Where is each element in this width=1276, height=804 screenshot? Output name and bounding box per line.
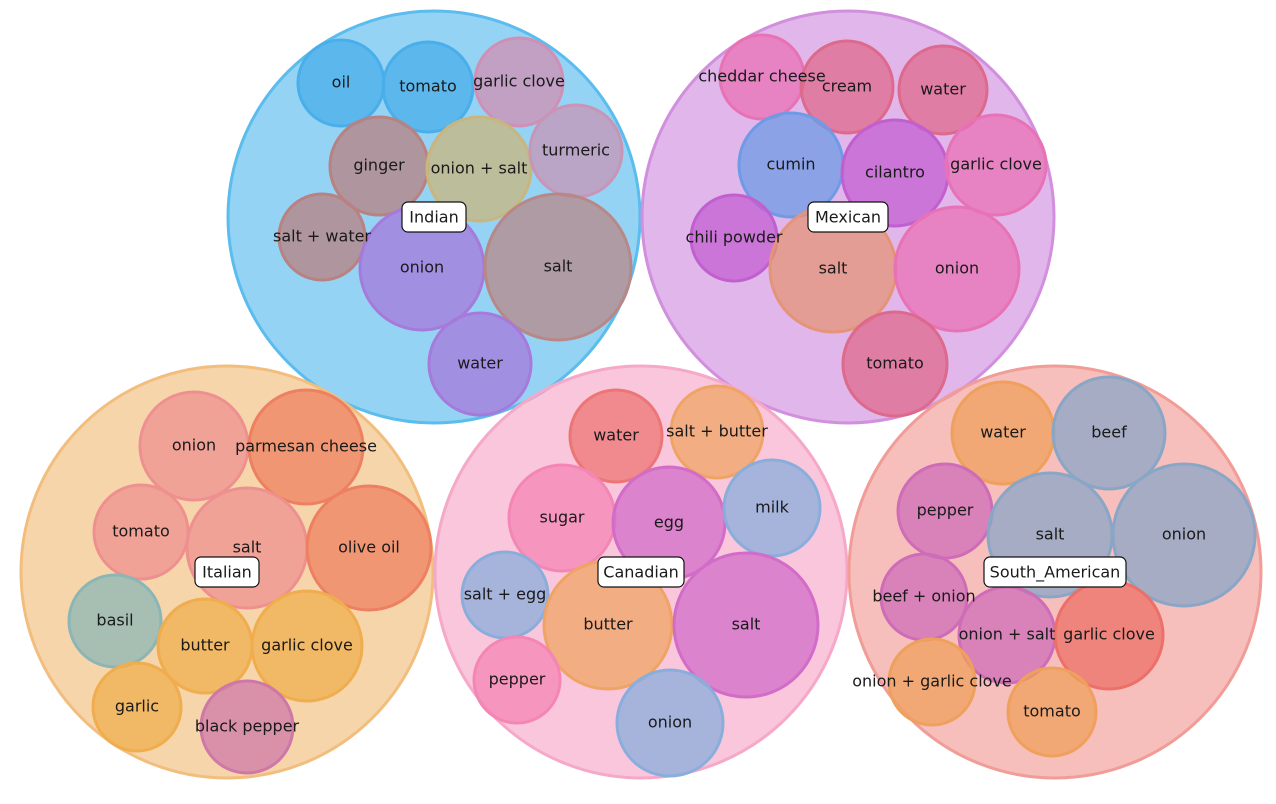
ingredient-label-indian-water: water — [457, 354, 503, 373]
bubble-indian-tomato — [381, 40, 475, 134]
ingredient-label-italian-garlic: garlic — [115, 697, 159, 716]
group-label-south-american: South_American — [990, 563, 1121, 583]
ingredient-label-italian-basil: basil — [96, 611, 133, 630]
bubble-italian-garlic — [91, 661, 183, 753]
ingredient-label-mexican-cream: cream — [822, 77, 872, 96]
bubble-indian-onion-salt — [425, 115, 533, 223]
group-label-box-mexican — [807, 201, 889, 233]
ingredient-label-canadian-egg: egg — [654, 513, 684, 532]
ingredient-label-south-american-onion: onion — [1162, 525, 1206, 544]
ingredient-label-mexican-cilantro: cilantro — [865, 163, 925, 182]
bubble-canadian-salt-butter — [669, 384, 765, 480]
group-south-american: water beef pepper salt onion beef + onion onio… — [847, 364, 1263, 780]
bubble-south-american-beef — [1051, 375, 1167, 491]
bubble-indian-garlic-clove — [473, 36, 565, 128]
ingredient-label-south-american-onion-salt: onion + salt — [959, 625, 1056, 644]
ingredient-label-indian-turmeric: turmeric — [542, 141, 610, 160]
ingredient-label-italian-olive-oil: olive oil — [338, 538, 400, 557]
group-label-indian: Indian — [409, 208, 458, 227]
bubble-indian-salt-water — [277, 192, 367, 282]
group-label-mexican: Mexican — [815, 208, 881, 227]
group-label-box-south-american — [983, 556, 1127, 588]
ingredient-label-indian-garlic-clove: garlic clove — [473, 72, 565, 91]
bubble-canadian-water — [568, 388, 664, 484]
bubble-mexican-cream — [799, 39, 895, 135]
bubble-south-american-onion-garlic-clove — [887, 637, 977, 727]
ingredient-label-mexican-garlic-clove: garlic clove — [950, 155, 1042, 174]
bubble-italian-parmesan-cheese — [247, 388, 365, 506]
bubble-south-american-onion — [1111, 462, 1257, 608]
ingredient-label-south-american-pepper: pepper — [917, 501, 974, 520]
bubble-canadian-milk — [722, 458, 822, 558]
ingredient-label-italian-onion: onion — [172, 436, 216, 455]
ingredient-label-indian-onion: onion — [400, 258, 444, 277]
bubble-mexican-onion — [893, 205, 1021, 333]
ingredient-label-canadian-salt-egg: salt + egg — [464, 585, 547, 604]
ingredient-label-mexican-salt: salt — [819, 259, 848, 278]
group-indian: oil tomato garlic clove ginger onion + salt t… — [226, 9, 642, 425]
ingredient-label-canadian-salt: salt — [732, 615, 761, 634]
ingredient-label-south-american-tomato: tomato — [1023, 702, 1081, 721]
ingredient-label-mexican-onion: onion — [935, 259, 979, 278]
ingredient-label-canadian-butter: butter — [583, 615, 633, 634]
ingredient-label-south-american-beef-onion: beef + onion — [872, 587, 975, 606]
bubble-canadian-onion — [615, 668, 725, 778]
bubble-mexican-water — [897, 44, 989, 136]
ingredient-label-italian-salt: salt — [233, 538, 262, 557]
ingredient-label-italian-parmesan-cheese: parmesan cheese — [235, 437, 377, 456]
ingredient-label-south-american-garlic-clove: garlic clove — [1063, 625, 1155, 644]
bubble-indian-water — [427, 311, 533, 417]
group-italian: onion parmesan cheese tomato salt olive oil b… — [19, 364, 435, 780]
group-label-italian: Italian — [202, 563, 252, 582]
ingredient-label-canadian-pepper: pepper — [489, 670, 546, 689]
ingredient-label-mexican-chili-powder: chili powder — [686, 228, 783, 247]
ingredient-label-south-american-onion-garlic-clove: onion + garlic clove — [852, 672, 1012, 691]
ingredient-label-mexican-tomato: tomato — [866, 354, 924, 373]
ingredient-label-italian-black-pepper: black pepper — [195, 717, 300, 736]
ingredient-label-indian-salt-water: salt + water — [273, 227, 371, 246]
ingredient-label-mexican-cumin: cumin — [766, 155, 815, 174]
ingredient-label-south-american-beef: beef — [1091, 423, 1127, 442]
ingredient-label-south-american-salt: salt — [1036, 525, 1065, 544]
bubble-mexican-tomato — [841, 310, 949, 418]
ingredient-label-canadian-water: water — [593, 426, 639, 445]
ingredient-label-canadian-milk: milk — [755, 498, 789, 517]
ingredient-label-indian-salt: salt — [544, 257, 573, 276]
ingredient-label-italian-garlic-clove: garlic clove — [261, 636, 353, 655]
group-label-box-italian — [194, 556, 260, 588]
group-label-box-canadian — [597, 556, 685, 588]
ingredient-label-indian-tomato: tomato — [399, 77, 457, 96]
group-canadian: water salt + butter sugar egg milk salt + egg… — [433, 364, 849, 780]
bubble-italian-garlic-clove — [250, 589, 364, 703]
ingredient-label-mexican-cheddar-cheese: cheddar cheese — [698, 67, 825, 86]
bubble-canadian-salt — [672, 551, 820, 699]
group-label-box-indian — [401, 201, 467, 233]
ingredient-label-canadian-salt-butter: salt + butter — [666, 422, 768, 441]
bubble-italian-basil — [67, 573, 163, 669]
ingredient-label-canadian-onion: onion — [648, 713, 692, 732]
ingredient-label-indian-oil: oil — [332, 73, 351, 92]
bubble-south-american-tomato — [1006, 666, 1098, 758]
bubble-indian-salt — [483, 192, 633, 342]
bubble-italian-black-pepper — [199, 679, 295, 775]
ingredient-label-indian-onion-salt: onion + salt — [431, 159, 528, 178]
ingredient-label-italian-butter: butter — [180, 636, 230, 655]
ingredient-label-canadian-sugar: sugar — [539, 508, 584, 527]
bubble-italian-olive-oil — [305, 484, 433, 612]
ingredient-label-indian-ginger: ginger — [353, 156, 405, 175]
group-label-canadian: Canadian — [603, 563, 678, 582]
bubble-canadian-pepper — [472, 635, 562, 725]
ingredient-label-mexican-water: water — [920, 80, 966, 99]
ingredient-label-south-american-water: water — [980, 423, 1026, 442]
ingredient-label-italian-tomato: tomato — [112, 522, 170, 541]
bubble-mexican-garlic-clove — [944, 113, 1048, 217]
